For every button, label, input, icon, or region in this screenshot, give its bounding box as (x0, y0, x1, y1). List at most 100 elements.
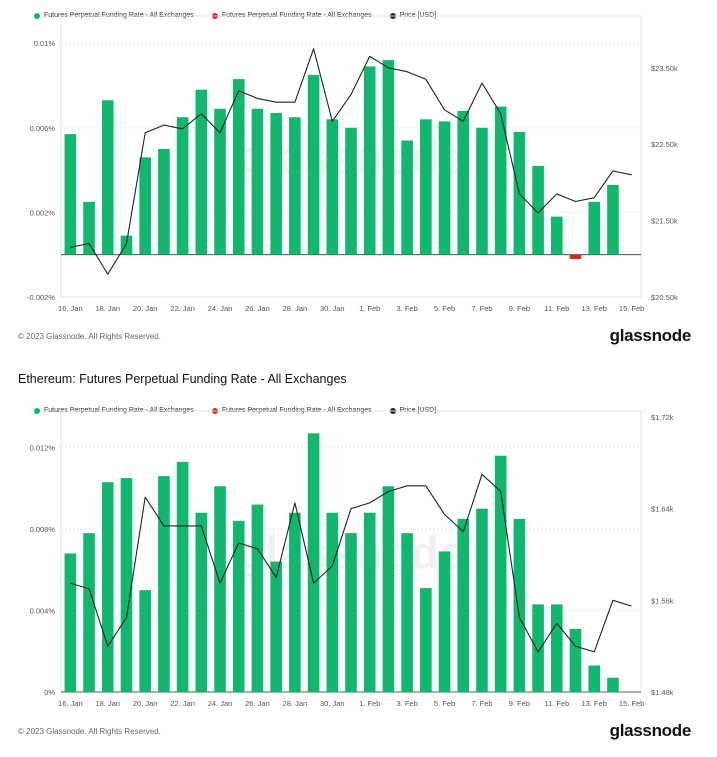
x-tick-label: 28. Jan (283, 699, 308, 708)
bar (607, 184, 619, 255)
bar (494, 106, 507, 255)
y2-tick-label: $1.48k (651, 688, 674, 697)
x-tick-label: 3. Feb (396, 304, 417, 313)
y-tick-label: 0.004% (30, 607, 56, 616)
bar (551, 216, 563, 255)
bar (139, 157, 151, 255)
y-tick-label: 0.006% (30, 124, 56, 133)
x-tick-label: 20. Jan (133, 699, 158, 708)
bar (569, 628, 582, 692)
bar (457, 110, 470, 255)
x-tick-label: 26. Jan (245, 304, 270, 313)
bar (251, 504, 264, 692)
x-tick-label: 13. Feb (582, 699, 607, 708)
y-tick-label: 0.01% (34, 39, 56, 48)
bar (232, 79, 245, 255)
x-tick-label: 16. Jan (58, 304, 83, 313)
bar (289, 512, 301, 692)
bar (83, 201, 95, 255)
eth-funding-rate-chart: glassnode0%0.004%0.008%0.012%$1.48k$1.56… (30, 410, 674, 708)
x-tick-label: 15. Feb (619, 699, 644, 708)
price-line (70, 48, 632, 275)
bar (607, 677, 619, 692)
copyright: © 2023 Glassnode. All Rights Reserved. (18, 332, 161, 341)
chart-title: Ethereum: Futures Perpetual Funding Rate… (18, 372, 347, 386)
bar (401, 533, 413, 692)
bar (401, 140, 413, 255)
x-tick-label: 9. Feb (509, 699, 530, 708)
x-tick-label: 24. Jan (208, 699, 233, 708)
bar (270, 112, 282, 255)
bar (101, 482, 114, 692)
bar (476, 127, 488, 255)
x-tick-label: 11. Feb (544, 304, 569, 313)
x-tick-label: 15. Feb (619, 304, 644, 313)
x-tick-label: 28. Jan (283, 304, 308, 313)
bar (345, 127, 357, 255)
bar (588, 201, 601, 255)
bar (438, 121, 451, 255)
bar (513, 518, 526, 692)
x-tick-label: 11. Feb (544, 699, 569, 708)
bar (289, 117, 301, 255)
x-tick-label: 22. Jan (170, 699, 195, 708)
bar (195, 89, 208, 255)
bar (101, 100, 114, 255)
copyright: © 2023 Glassnode. All Rights Reserved. (18, 727, 161, 736)
x-tick-label: 24. Jan (208, 304, 233, 313)
y-tick-label: 0.012% (30, 444, 56, 453)
bar (120, 478, 133, 692)
bar (251, 108, 264, 255)
y2-tick-label: $1.56k (651, 596, 674, 605)
bar (64, 134, 77, 255)
glassnode-logo[interactable]: glassnode (609, 721, 692, 740)
bar (363, 512, 376, 692)
bar (326, 119, 339, 255)
y2-tick-label: $1.72k (651, 413, 674, 422)
bar (588, 665, 601, 692)
x-tick-label: 18. Jan (95, 699, 120, 708)
legend-dot-positive (34, 12, 40, 19)
y2-tick-label: $1.64k (651, 505, 674, 514)
x-tick-label: 9. Feb (509, 304, 530, 313)
x-tick-label: 26. Jan (245, 699, 270, 708)
x-tick-label: 22. Jan (170, 304, 195, 313)
bar (438, 551, 451, 692)
bar (363, 66, 376, 255)
y2-tick-label: $21.50k (651, 217, 678, 226)
bar (158, 476, 170, 692)
bar (382, 486, 395, 692)
x-tick-label: 18. Jan (95, 304, 120, 313)
y-tick-label: 0.002% (30, 208, 56, 217)
x-tick-label: 5. Feb (434, 699, 455, 708)
y2-tick-label: $22.50k (651, 140, 678, 149)
glassnode-logo[interactable]: glassnode (609, 326, 692, 345)
bar (83, 533, 95, 692)
bar (382, 60, 395, 255)
y-tick-label: -0.002% (27, 293, 55, 302)
bar (494, 455, 507, 692)
bar (176, 461, 189, 692)
bar (120, 235, 133, 255)
x-tick-label: 30. Jan (320, 304, 345, 313)
bar (420, 588, 432, 692)
x-tick-label: 1. Feb (359, 304, 380, 313)
y-tick-label: 0% (44, 688, 55, 697)
bar (457, 518, 470, 692)
bar (551, 604, 563, 692)
btc-funding-rate-chart: glassnode-0.002%0.002%0.006%0.01%$20.50k… (27, 15, 678, 313)
bar (214, 486, 226, 692)
x-tick-label: 7. Feb (471, 304, 492, 313)
y2-tick-label: $20.50k (651, 293, 678, 302)
bar (195, 512, 208, 692)
x-tick-label: 30. Jan (320, 699, 345, 708)
bar (420, 119, 432, 255)
bar (307, 433, 320, 692)
bar (532, 165, 544, 255)
bar (64, 553, 77, 692)
bar (176, 117, 189, 255)
x-tick-label: 5. Feb (434, 304, 455, 313)
bar (214, 108, 226, 255)
legend-dot-positive (34, 407, 40, 414)
bar (158, 148, 170, 255)
